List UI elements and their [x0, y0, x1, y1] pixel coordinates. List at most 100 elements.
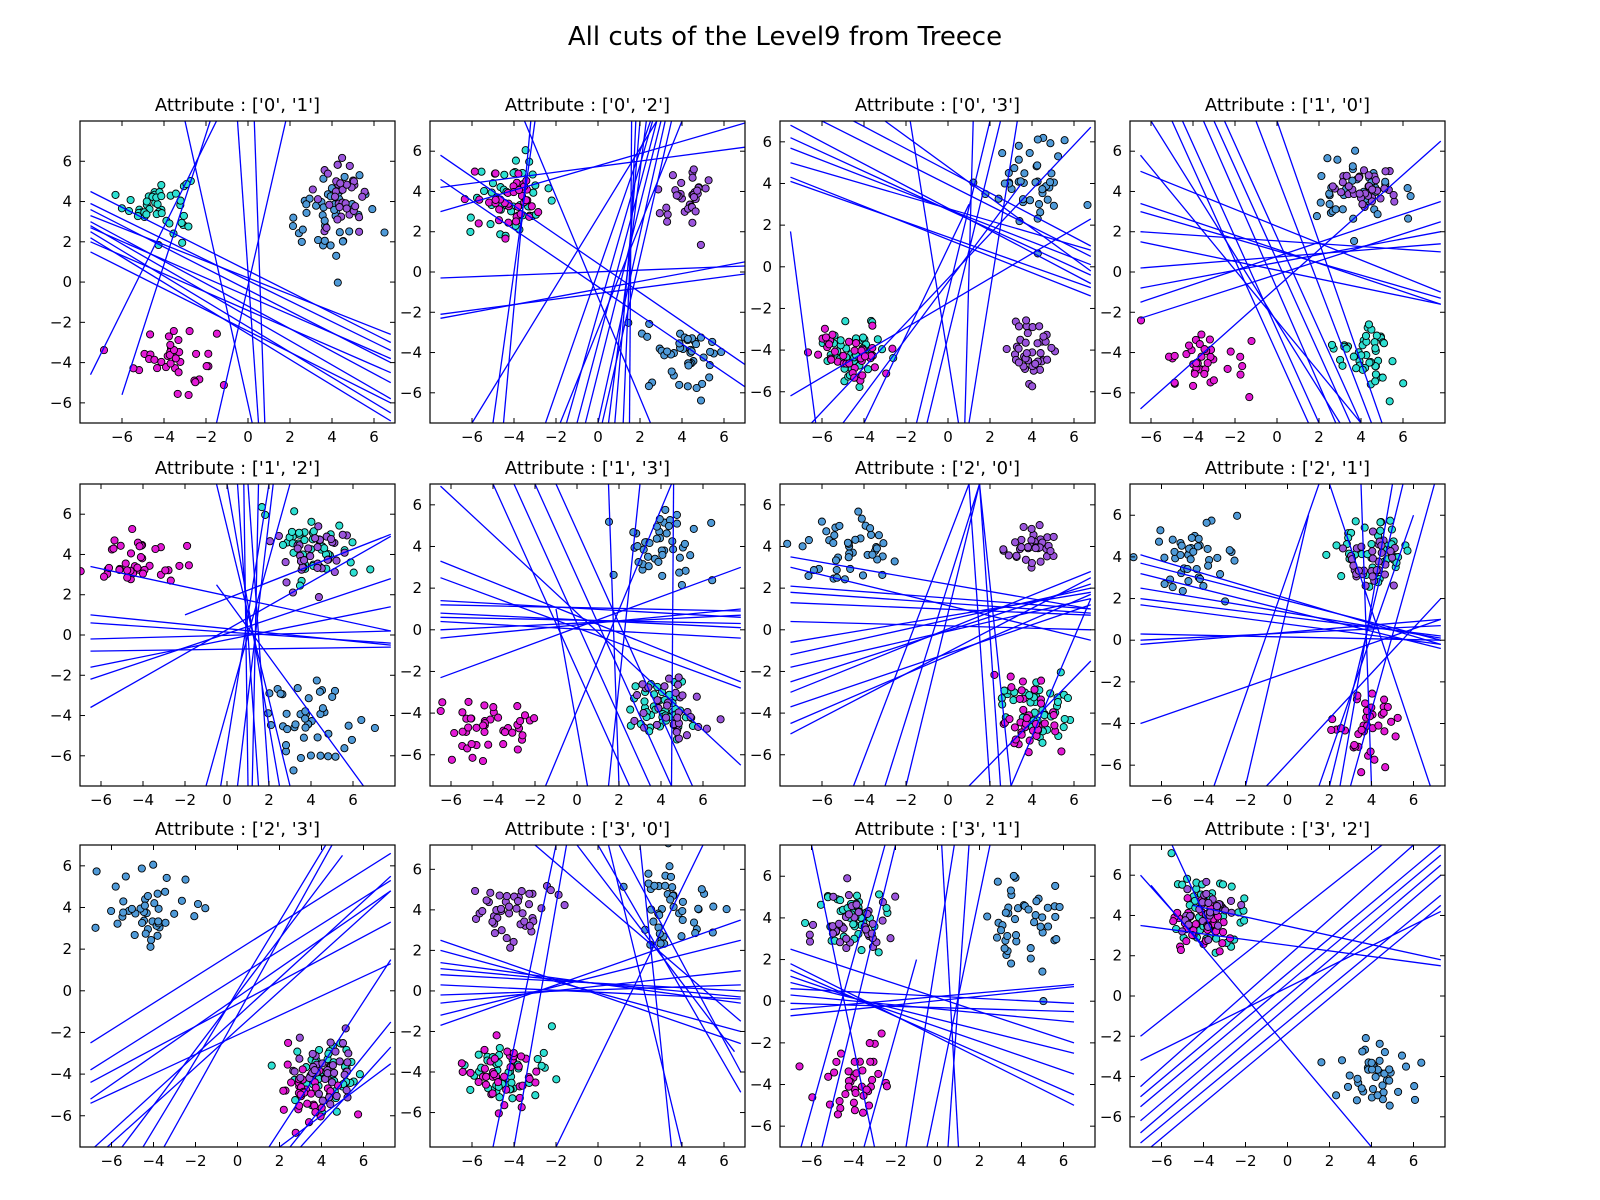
scatter-point-violet	[1031, 359, 1040, 368]
scatter-point-blue	[1410, 1082, 1419, 1091]
scatter-point-cyan	[1351, 517, 1360, 526]
y-tick-label: 2	[762, 216, 772, 234]
scatter-point-violet	[1004, 551, 1013, 560]
scatter-points	[460, 146, 726, 405]
cut-line	[90, 227, 392, 360]
scatter-point-magenta	[990, 670, 999, 679]
scatter-point-blue	[113, 919, 122, 928]
scatter-point-blue	[368, 205, 377, 214]
scatter-point-violet	[1357, 542, 1366, 551]
scatter-point-cyan	[366, 565, 375, 574]
cut-line	[534, 484, 673, 786]
scatter-point-cyan	[882, 903, 891, 913]
scatter-point-magenta	[513, 702, 522, 711]
scatter-point-violet	[1183, 885, 1192, 894]
scatter-points	[783, 507, 1075, 757]
cut-line	[513, 484, 652, 786]
scatter-point-blue	[1373, 1091, 1382, 1100]
scatter-point-blue	[107, 906, 116, 916]
cut-line	[440, 599, 741, 618]
cut-line	[821, 121, 1092, 257]
scatter-point-cyan	[1367, 539, 1376, 549]
scatter-point-blue	[138, 918, 147, 927]
scatter-point-violet	[663, 701, 672, 710]
scatter-point-blue	[130, 930, 139, 940]
scatter-point-violet	[313, 195, 322, 204]
scatter-point-blue	[678, 906, 687, 916]
scatter-point-magenta	[1182, 937, 1191, 946]
scatter-point-blue	[1000, 944, 1009, 953]
y-tick-label: −2	[750, 662, 772, 680]
cut-line	[90, 577, 392, 680]
scatter-point-violet	[506, 943, 515, 952]
cut-lines	[90, 845, 392, 1147]
axes-frame	[779, 483, 1096, 787]
scatter-point-magenta	[1197, 352, 1206, 361]
scatter-point-blue	[1038, 967, 1047, 976]
scatter-point-violet	[1033, 339, 1042, 348]
scatter-point-blue	[380, 228, 389, 237]
scatter-point-cyan	[533, 1054, 542, 1064]
scatter-point-cyan	[508, 1094, 517, 1103]
cut-line	[559, 121, 683, 423]
scatter-point-blue	[1038, 913, 1047, 922]
subplot-4: Attribute : ['1', '0'] −6 −4 −2 0 2 4 6 −6 −4 −2 0 2…	[1100, 95, 1446, 446]
scatter-point-magenta	[870, 363, 879, 372]
scatter-point-magenta	[464, 723, 473, 732]
cut-line	[1140, 221, 1441, 319]
scatter-point-magenta	[1195, 340, 1204, 349]
subplot-title: Attribute : ['0', '2']	[505, 95, 670, 116]
scatter-point-blue	[1083, 200, 1092, 210]
scatter-point-cyan	[1009, 696, 1018, 705]
scatter-point-violet	[1367, 197, 1376, 206]
y-tick-label: 2	[62, 233, 72, 251]
scatter-point-violet	[630, 716, 639, 725]
cut-line	[253, 121, 266, 423]
cut-line	[440, 261, 745, 319]
scatter-point-violet	[694, 722, 703, 731]
scatter-point-blue	[722, 905, 731, 914]
scatter-points	[80, 503, 379, 775]
cut-line	[90, 202, 392, 352]
subplot-title: Attribute : ['2', '0']	[855, 458, 1020, 479]
cut-line	[607, 845, 683, 1147]
scatter-point-violet	[662, 713, 671, 722]
scatter-point-violet	[1039, 332, 1048, 341]
scatter-point-magenta	[279, 1086, 288, 1095]
cut-line	[926, 845, 991, 1147]
axes-frame	[79, 120, 396, 424]
subplot-title: Attribute : ['3', '2']	[1205, 819, 1370, 840]
scatter-point-cyan	[631, 682, 640, 691]
x-tick-label: −6	[111, 428, 133, 446]
scatter-point-blue	[643, 552, 653, 561]
scatter-point-magenta	[1236, 370, 1245, 379]
plot-area	[80, 845, 395, 1147]
scatter-point-blue	[675, 568, 684, 577]
scatter-point-cyan	[495, 1093, 504, 1102]
x-tick-label: −6	[440, 791, 462, 809]
cut-line	[440, 984, 741, 996]
scatter-point-blue	[1001, 908, 1010, 917]
cut-line	[968, 660, 1092, 786]
scatter-point-violet	[471, 886, 480, 896]
scatter-point-magenta	[1018, 677, 1027, 686]
scatter-point-blue	[1025, 148, 1034, 158]
x-tick-label: 6	[1409, 791, 1419, 809]
scatter-point-magenta	[844, 1067, 853, 1076]
cut-line	[978, 484, 1012, 786]
scatter-point-violet	[686, 712, 695, 722]
cut-line	[1140, 562, 1441, 641]
cut-line	[1140, 241, 1441, 305]
cut-line	[842, 183, 1023, 423]
scatter-point-magenta	[531, 1078, 540, 1087]
scatter-point-magenta	[835, 1097, 844, 1106]
cut-line	[1140, 874, 1204, 947]
scatter-point-blue	[140, 901, 149, 910]
scatter-point-violet	[308, 185, 317, 194]
scatter-point-violet	[1035, 322, 1044, 331]
cut-line	[513, 845, 568, 1147]
cut-line	[628, 121, 633, 423]
scatter-point-blue	[299, 733, 308, 742]
y-tick-label: −6	[1100, 1108, 1122, 1126]
scatter-point-cyan	[857, 946, 866, 955]
